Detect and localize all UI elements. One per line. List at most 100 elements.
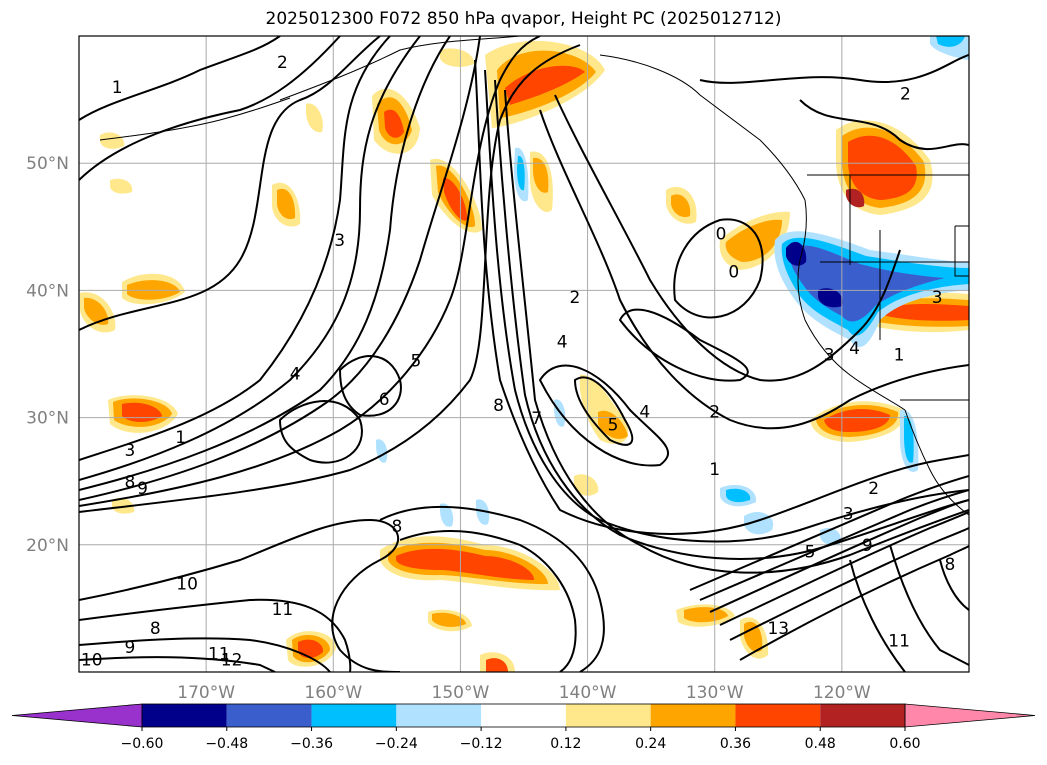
latitude-labels: 50°N 40°N 30°N 20°N [26, 154, 69, 556]
contour-line [849, 559, 906, 672]
shade-positive [884, 304, 969, 321]
map-area [79, 36, 969, 672]
colorbar-outline [141, 703, 906, 728]
longitude-labels: 170°W 160°W 150°W 140°W 130°W 120°W [177, 683, 871, 703]
longitude-label: 130°W [686, 683, 744, 703]
contour-line [539, 109, 969, 430]
contour-label: 2 [277, 53, 288, 73]
colorbar-bin [481, 704, 566, 727]
contour-label: 5 [608, 415, 619, 435]
contour-label: 9 [137, 479, 148, 499]
colorbar-tick-label: −0.48 [205, 736, 248, 752]
longitude-label: 120°W [813, 683, 871, 703]
shade-positive [533, 157, 549, 193]
contour-label: 4 [557, 333, 568, 353]
contour-line [699, 489, 969, 601]
contour-line [79, 36, 421, 481]
contour-label: 8 [391, 517, 402, 537]
contour-line [574, 376, 634, 446]
colorbar-bin [226, 704, 312, 727]
colorbar-extend-high [904, 703, 1036, 728]
contour-line [79, 598, 352, 672]
contour-line [399, 529, 577, 672]
contour-line [709, 499, 969, 613]
contour-label: 0 [716, 225, 727, 245]
shade-positive [298, 639, 324, 658]
latitude-label: 40°N [26, 281, 69, 301]
contour-label: 2 [709, 403, 720, 423]
contour-label: 4 [290, 364, 301, 384]
colorbar-tick-label: 0.24 [635, 736, 666, 752]
contour-label: 10 [176, 574, 198, 594]
shade-positive [396, 548, 535, 580]
contour-line [494, 79, 969, 560]
contour-line [673, 218, 764, 319]
contour-line [889, 544, 969, 666]
contour-line [79, 36, 341, 181]
coastline-aleutians [99, 97, 291, 141]
colorbar-tick-label: 0.48 [805, 736, 836, 752]
contour-label: 3 [824, 345, 835, 365]
shade-positive [277, 188, 296, 220]
latitude-label: 50°N [26, 154, 69, 174]
plot-title: 2025012300 F072 850 hPa qvapor, Height P… [265, 9, 782, 29]
contour-label: 3 [932, 288, 943, 308]
colorbar-tick-label: 0.60 [889, 736, 920, 752]
contour-line [554, 94, 901, 382]
contour-line [279, 400, 363, 464]
contour-label: 1 [112, 78, 123, 98]
colorbar-tick-label: −0.36 [290, 736, 333, 752]
contour-line [739, 545, 969, 661]
qvapor-shading [80, 36, 969, 672]
contour-label: 1 [175, 428, 186, 448]
contour-label: 4 [639, 403, 650, 423]
map-frame [78, 35, 970, 673]
contour-label: 0 [728, 263, 739, 283]
shade-negative [786, 241, 807, 266]
shade-positive [574, 474, 599, 496]
shade-negative [936, 36, 965, 47]
contour-line [79, 637, 331, 672]
longitude-label: 150°W [432, 683, 490, 703]
coastline-baja [904, 409, 969, 516]
shade-positive [84, 297, 109, 325]
contour-label: 9 [124, 638, 135, 658]
colorbar-tick-label: −0.12 [460, 736, 503, 752]
contour-line [79, 519, 401, 672]
shade-positive [306, 103, 323, 133]
shade-negative [440, 503, 454, 527]
contour-label: 8 [493, 396, 504, 416]
contour-label: 3 [843, 504, 854, 524]
colorbar-bin [650, 704, 736, 727]
shade-negative [726, 488, 751, 503]
contour-label: 10 [81, 651, 103, 671]
contour-line [79, 36, 281, 121]
shade-negative [476, 499, 490, 525]
coastline-alaska [279, 36, 521, 101]
contour-line [699, 54, 969, 84]
colorbar-tick-label: −0.24 [375, 736, 418, 752]
colorbar-bin [142, 704, 227, 727]
state-borders [820, 175, 969, 340]
contour-label: 8 [945, 555, 956, 575]
shade-positive [744, 621, 763, 652]
shade-positive [848, 135, 917, 200]
shade-positive [846, 188, 865, 208]
contour-label: 13 [767, 619, 789, 639]
longitude-label: 140°W [559, 683, 617, 703]
shade-positive [443, 177, 468, 221]
contour-label: 12 [221, 651, 243, 671]
contour-line [79, 36, 481, 501]
contour-line [619, 308, 749, 382]
coastlines [99, 36, 969, 516]
contour-label: 11 [272, 600, 294, 620]
contour-label: 11 [208, 644, 230, 664]
latitude-label: 20°N [26, 536, 69, 556]
contour-label: 9 [862, 536, 873, 556]
contour-label: 8 [150, 619, 161, 639]
contour-label: 5 [411, 352, 422, 372]
contour-label: 4 [849, 339, 860, 359]
shade-positive [110, 178, 133, 194]
contour-line [379, 505, 605, 672]
